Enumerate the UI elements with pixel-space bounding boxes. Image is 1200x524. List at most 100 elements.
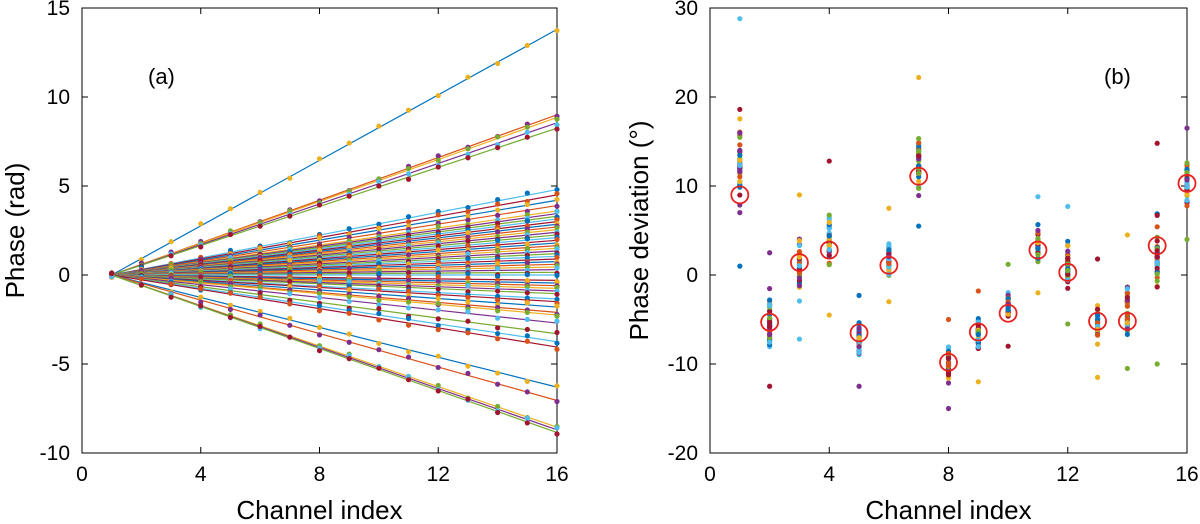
deviation-point [796, 283, 803, 289]
data-point [524, 415, 530, 421]
data-point [465, 283, 471, 289]
data-point [524, 236, 530, 242]
data-point [287, 278, 293, 284]
data-point [495, 201, 501, 207]
data-point [405, 176, 412, 182]
data-point [465, 309, 471, 315]
deviation-point [737, 16, 743, 22]
deviation-point [856, 349, 862, 356]
data-point [495, 145, 501, 151]
data-point [465, 251, 471, 257]
deviation-point [1005, 343, 1011, 349]
data-point [554, 116, 560, 122]
data-point [287, 213, 293, 219]
mean-marker [819, 240, 839, 260]
series-line [111, 274, 558, 388]
deviation-point [1094, 332, 1101, 338]
data-point [198, 274, 204, 280]
data-point [405, 315, 412, 322]
deviation-point [796, 254, 803, 260]
y-tick-label: 20 [675, 86, 698, 109]
data-point [376, 302, 382, 308]
data-point [554, 265, 560, 271]
deviation-point [796, 336, 803, 342]
deviation-point [1154, 278, 1160, 284]
data-point [554, 122, 560, 128]
data-point [465, 275, 471, 281]
deviation-point [796, 263, 803, 269]
data-point [346, 193, 352, 199]
mean-marker [1117, 311, 1137, 331]
data-point [346, 234, 352, 240]
data-point [554, 296, 560, 302]
data-point [465, 217, 471, 223]
deviation-point [856, 292, 862, 299]
data-point [495, 212, 501, 218]
deviation-point [975, 331, 981, 338]
series-line [111, 274, 558, 308]
deviation-point [1035, 252, 1041, 258]
y-tick-label: 15 [47, 0, 70, 20]
data-point [316, 303, 323, 309]
deviation-point [826, 312, 832, 318]
data-point [346, 310, 352, 316]
deviation-point [916, 192, 922, 199]
mean-marker [968, 322, 988, 342]
deviation-point [767, 308, 773, 315]
deviation-point [1124, 316, 1130, 322]
deviation-point [886, 241, 892, 247]
deviation-point [796, 298, 803, 304]
series-line [111, 274, 558, 434]
data-point [376, 310, 382, 317]
data-point [495, 403, 501, 410]
y-tick-label: 30 [675, 0, 698, 20]
deviation-point [916, 185, 922, 191]
data-point [405, 219, 412, 225]
data-point [435, 243, 441, 249]
panel-label-b: (b) [1104, 64, 1131, 89]
data-point [495, 315, 501, 321]
data-point [554, 284, 560, 290]
deviation-point [945, 372, 952, 378]
deviation-point [1094, 303, 1101, 309]
data-point [495, 220, 501, 226]
x-tick-label: 12 [427, 463, 450, 486]
deviation-point [1124, 331, 1130, 337]
data-point [524, 389, 530, 395]
data-point [168, 281, 174, 287]
data-point [405, 354, 412, 360]
data-point [287, 291, 293, 297]
data-point [405, 270, 412, 276]
data-point [495, 336, 501, 342]
data-point [109, 270, 115, 277]
data-point [554, 216, 560, 223]
data-point [435, 212, 441, 218]
deviation-point [975, 315, 981, 322]
data-point [465, 238, 471, 244]
data-point [376, 286, 382, 292]
data-point [495, 207, 501, 213]
data-point [198, 221, 204, 227]
data-point [495, 293, 501, 299]
data-point [405, 107, 412, 113]
data-point [435, 223, 441, 229]
data-point [287, 301, 293, 307]
deviation-point [1154, 212, 1160, 218]
data-point [524, 218, 530, 224]
deviation-point [1184, 192, 1190, 198]
data-point [495, 266, 501, 272]
data-point [524, 124, 530, 130]
data-point [495, 60, 501, 67]
data-point [287, 334, 293, 340]
data-point [524, 190, 530, 196]
data-point [554, 27, 560, 34]
data-point [524, 295, 530, 301]
data-point [524, 338, 530, 344]
data-point [554, 236, 560, 243]
deviation-point [737, 157, 743, 163]
data-point [376, 271, 382, 277]
y-tick-label: -10 [668, 353, 698, 376]
data-point [524, 300, 530, 306]
data-point [554, 346, 560, 352]
